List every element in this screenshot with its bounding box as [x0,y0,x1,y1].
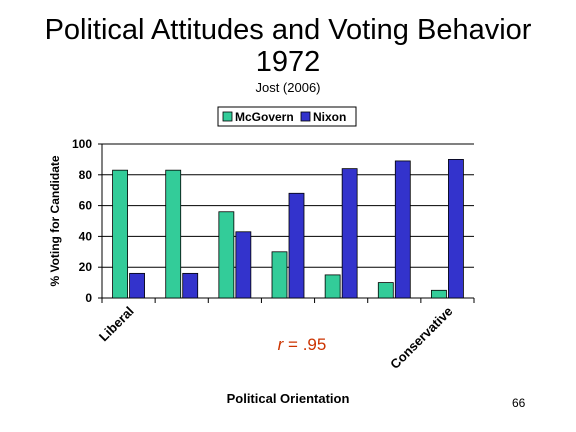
y-tick-label: 60 [79,199,93,213]
y-axis-title: % Voting for Candidate [48,155,62,286]
correlation-annotation: r = .95 [278,335,327,354]
legend-swatch-nixon [300,111,311,122]
x-tick-label: Liberal [96,304,137,345]
y-tick-label: 20 [79,260,93,274]
bar-nixon-1 [129,272,145,299]
bar-nixon-5 [341,168,358,299]
bar-mcgovern-1 [112,169,128,299]
x-tick-label: Conservative [387,304,455,372]
bar-mcgovern-4 [271,251,288,299]
y-tick-label: 100 [72,137,92,151]
slide-title: Political Attitudes and Voting Behavior [44,14,532,46]
slide-subtitle: Jost (2006) [255,80,321,95]
bar-nixon-7 [448,158,464,299]
y-tick-label: 0 [85,291,92,305]
bar-mcgovern-3 [218,211,235,299]
y-tick-label: 80 [79,168,93,182]
bar-nixon-2 [182,272,199,299]
legend-swatch-mcgovern [222,111,233,122]
legend-label-mcgovern: McGovern [235,110,294,124]
x-axis-title: Political Orientation [227,391,350,406]
bar-mcgovern-6 [377,282,394,299]
bar-nixon-4 [288,192,305,299]
bar-mcgovern-7 [431,289,447,299]
bar-nixon-6 [394,160,411,299]
slide-title-year: 1972 [255,46,321,78]
bar-mcgovern-2 [165,169,182,299]
bar-mcgovern-5 [324,274,341,299]
y-tick-label: 40 [79,229,93,243]
bar-nixon-3 [235,231,252,299]
page-number: 66 [512,396,526,410]
legend-box [217,106,357,127]
legend-label-nixon: Nixon [313,110,346,124]
